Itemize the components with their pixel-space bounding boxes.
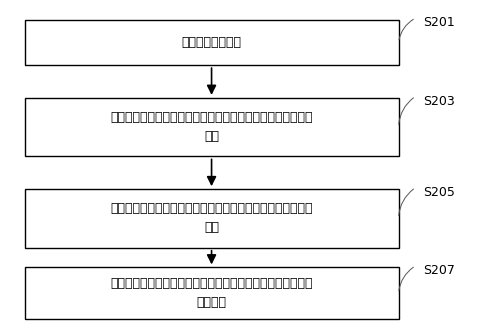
- Text: S207: S207: [423, 264, 455, 277]
- Text: 对所述归一化的学习样本数据进行标注，获得标注的学习样本
数据: 对所述归一化的学习样本数据进行标注，获得标注的学习样本 数据: [110, 202, 313, 234]
- Text: 将所述标注的学习样本数据进行训练，获得颅内动脉瘤稳定性
评价模型: 将所述标注的学习样本数据进行训练，获得颅内动脉瘤稳定性 评价模型: [110, 277, 313, 309]
- Bar: [25, 98, 399, 156]
- Bar: [25, 189, 399, 248]
- Bar: [25, 267, 399, 319]
- Text: 获取学习样本数据: 获取学习样本数据: [182, 36, 242, 49]
- Text: S203: S203: [423, 95, 455, 108]
- Text: S201: S201: [423, 16, 455, 29]
- Bar: [25, 20, 399, 65]
- Text: 将所述学习样本数据进行均一化处理，获得均一化的学习样本
数据: 将所述学习样本数据进行均一化处理，获得均一化的学习样本 数据: [110, 111, 313, 143]
- Text: S205: S205: [423, 186, 455, 199]
